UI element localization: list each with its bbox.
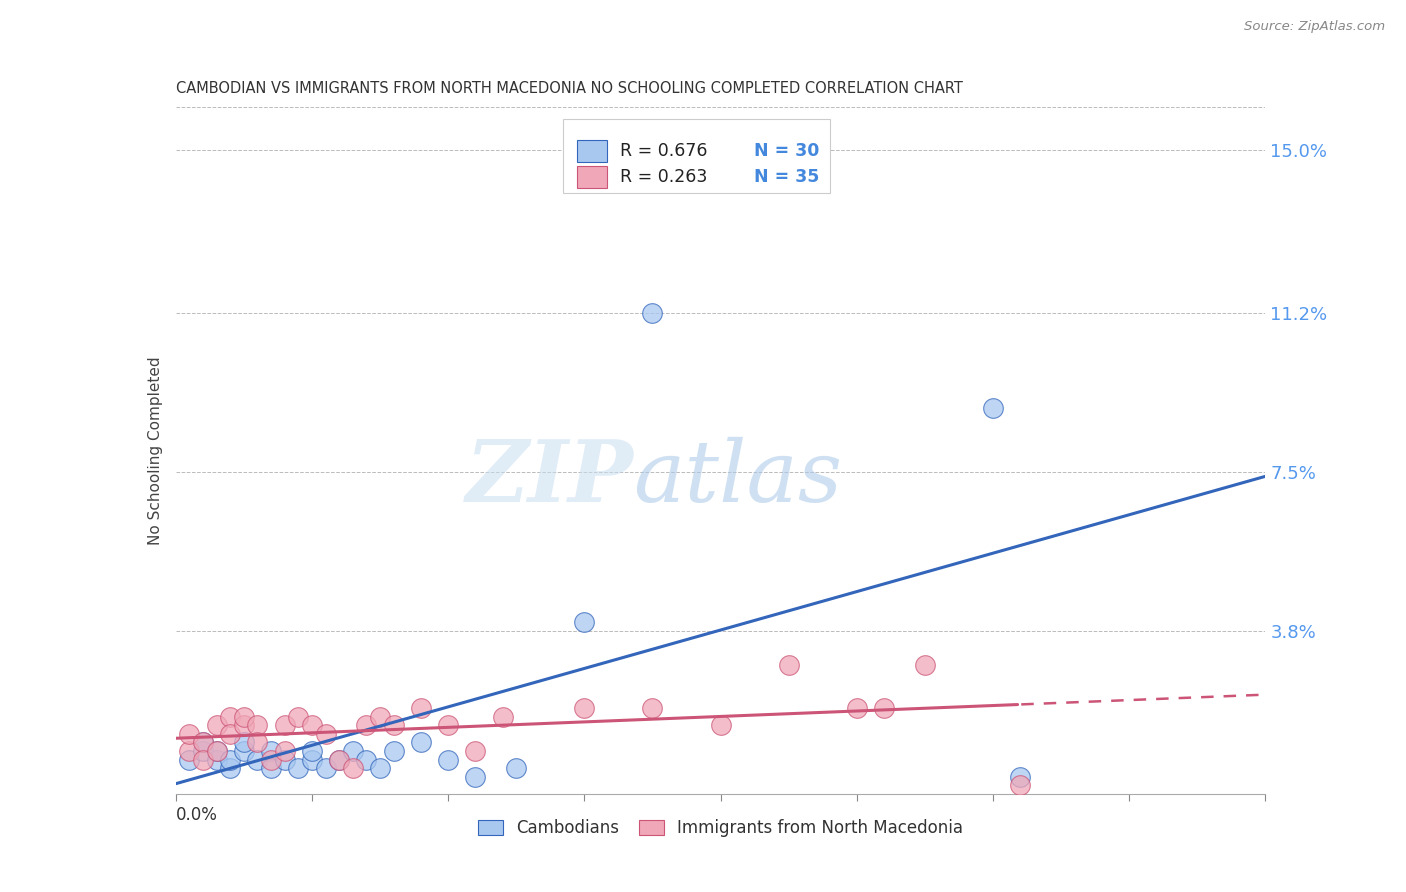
Point <box>274 753 297 767</box>
Text: N = 35: N = 35 <box>755 168 820 186</box>
Point <box>179 744 201 758</box>
Point <box>368 709 391 723</box>
Point <box>287 709 309 723</box>
Point <box>274 744 297 758</box>
Point <box>981 401 1004 415</box>
Point <box>873 701 896 715</box>
Point <box>205 744 228 758</box>
Point <box>641 701 664 715</box>
Point <box>328 753 350 767</box>
Point <box>1010 770 1032 784</box>
Point <box>574 701 596 715</box>
Point <box>246 735 269 749</box>
Point <box>464 770 486 784</box>
Point <box>437 718 460 732</box>
Point <box>641 306 664 320</box>
Point <box>260 744 283 758</box>
Text: N = 30: N = 30 <box>755 143 820 161</box>
Point <box>274 718 297 732</box>
Point <box>232 735 254 749</box>
Point <box>219 753 242 767</box>
Point <box>260 761 283 775</box>
Point <box>179 727 201 741</box>
Point <box>710 718 733 732</box>
Point <box>778 658 800 673</box>
Point <box>260 753 283 767</box>
Point <box>505 761 527 775</box>
Point <box>301 718 323 732</box>
Point <box>205 753 228 767</box>
Point <box>574 615 596 630</box>
Point <box>315 761 337 775</box>
Point <box>342 744 364 758</box>
Point <box>219 727 242 741</box>
Legend: Cambodians, Immigrants from North Macedonia: Cambodians, Immigrants from North Macedo… <box>471 813 970 844</box>
Point <box>287 761 309 775</box>
Point <box>219 761 242 775</box>
Point <box>232 709 254 723</box>
Point <box>328 753 350 767</box>
Point <box>409 701 432 715</box>
Text: CAMBODIAN VS IMMIGRANTS FROM NORTH MACEDONIA NO SCHOOLING COMPLETED CORRELATION : CAMBODIAN VS IMMIGRANTS FROM NORTH MACED… <box>176 81 963 96</box>
Point <box>191 735 214 749</box>
Point <box>301 753 323 767</box>
Point <box>382 744 405 758</box>
Point <box>315 727 337 741</box>
Text: R = 0.676: R = 0.676 <box>620 143 707 161</box>
Point <box>342 761 364 775</box>
FancyBboxPatch shape <box>576 166 607 187</box>
Point <box>492 709 515 723</box>
Point <box>205 718 228 732</box>
Text: ZIP: ZIP <box>465 436 633 520</box>
Point <box>205 744 228 758</box>
Point <box>356 718 378 732</box>
Point <box>301 744 323 758</box>
Point <box>437 753 460 767</box>
FancyBboxPatch shape <box>576 140 607 162</box>
Point <box>1010 778 1032 792</box>
Point <box>246 753 269 767</box>
Y-axis label: No Schooling Completed: No Schooling Completed <box>148 356 163 545</box>
Point <box>232 718 254 732</box>
Point <box>464 744 486 758</box>
Text: R = 0.263: R = 0.263 <box>620 168 707 186</box>
Text: 0.0%: 0.0% <box>176 806 218 824</box>
FancyBboxPatch shape <box>562 119 830 193</box>
Point <box>845 701 868 715</box>
Point <box>232 744 254 758</box>
Text: Source: ZipAtlas.com: Source: ZipAtlas.com <box>1244 20 1385 33</box>
Point <box>219 709 242 723</box>
Point <box>356 753 378 767</box>
Point <box>409 735 432 749</box>
Point <box>382 718 405 732</box>
Point <box>191 744 214 758</box>
Point <box>179 753 201 767</box>
Point <box>191 753 214 767</box>
Point <box>914 658 936 673</box>
Point <box>191 735 214 749</box>
Point <box>246 718 269 732</box>
Text: atlas: atlas <box>633 436 842 519</box>
Point <box>368 761 391 775</box>
